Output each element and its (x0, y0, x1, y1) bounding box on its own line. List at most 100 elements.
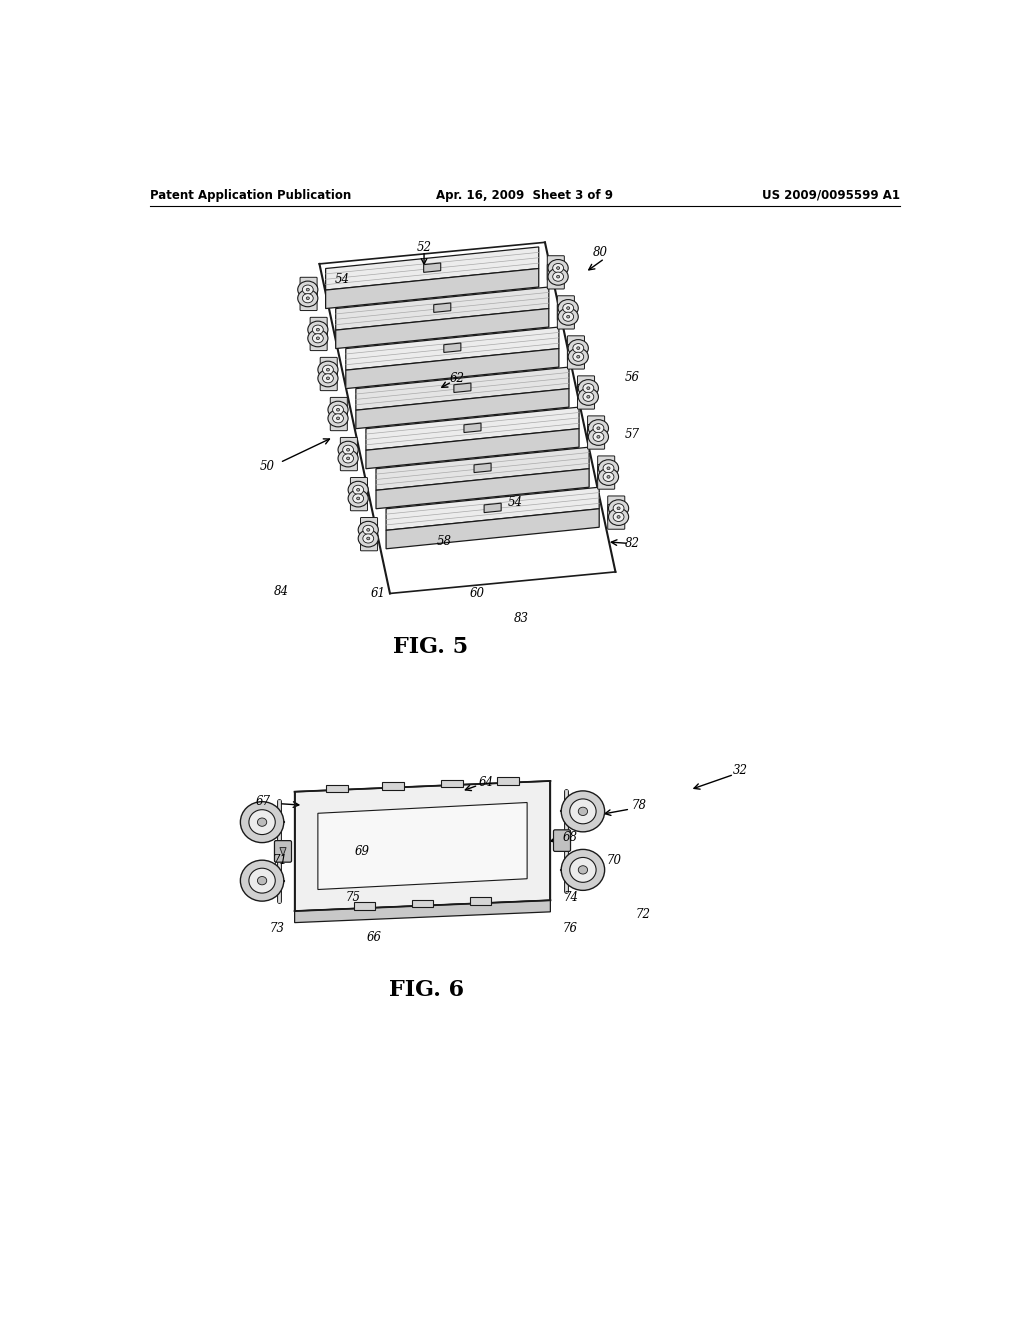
Ellipse shape (603, 473, 614, 482)
Text: 73: 73 (269, 921, 285, 935)
Ellipse shape (298, 289, 317, 306)
FancyBboxPatch shape (340, 446, 357, 471)
Ellipse shape (613, 504, 624, 513)
Ellipse shape (608, 500, 629, 517)
Ellipse shape (358, 529, 378, 546)
Text: US 2009/0095599 A1: US 2009/0095599 A1 (762, 189, 900, 202)
Ellipse shape (597, 436, 600, 438)
Ellipse shape (352, 494, 364, 503)
Polygon shape (454, 383, 471, 392)
Ellipse shape (306, 288, 309, 290)
Text: 57: 57 (625, 428, 640, 441)
Text: 64: 64 (478, 776, 494, 788)
Polygon shape (327, 784, 348, 792)
Ellipse shape (579, 808, 588, 816)
FancyBboxPatch shape (331, 397, 347, 422)
Ellipse shape (257, 818, 266, 826)
Ellipse shape (579, 866, 588, 874)
FancyBboxPatch shape (554, 830, 570, 851)
Ellipse shape (249, 809, 275, 834)
Ellipse shape (348, 490, 369, 507)
Ellipse shape (607, 475, 610, 478)
FancyBboxPatch shape (360, 527, 378, 550)
FancyBboxPatch shape (340, 437, 357, 462)
Text: 61: 61 (371, 587, 386, 601)
Ellipse shape (358, 521, 378, 539)
Ellipse shape (563, 304, 573, 313)
FancyBboxPatch shape (598, 455, 614, 480)
Ellipse shape (312, 325, 324, 334)
Polygon shape (443, 343, 461, 352)
Ellipse shape (598, 469, 618, 486)
Ellipse shape (608, 508, 629, 525)
Ellipse shape (579, 388, 598, 405)
Polygon shape (366, 429, 579, 469)
Ellipse shape (597, 426, 600, 429)
Text: 84: 84 (274, 585, 289, 598)
Polygon shape (326, 247, 539, 290)
FancyBboxPatch shape (598, 465, 614, 490)
Ellipse shape (362, 533, 374, 543)
Polygon shape (356, 388, 569, 429)
FancyBboxPatch shape (350, 486, 368, 511)
Ellipse shape (356, 498, 359, 500)
Polygon shape (336, 286, 549, 330)
FancyBboxPatch shape (547, 256, 564, 280)
Ellipse shape (589, 420, 608, 437)
FancyBboxPatch shape (547, 264, 564, 289)
Polygon shape (434, 304, 451, 313)
Text: 82: 82 (625, 537, 640, 550)
Ellipse shape (316, 337, 319, 339)
Ellipse shape (346, 457, 349, 459)
Ellipse shape (257, 876, 266, 884)
Ellipse shape (333, 405, 343, 414)
Polygon shape (353, 902, 375, 909)
Polygon shape (346, 348, 559, 388)
Ellipse shape (302, 293, 313, 302)
Ellipse shape (589, 428, 608, 445)
Ellipse shape (577, 347, 580, 350)
Text: 72: 72 (636, 908, 651, 921)
Ellipse shape (312, 334, 324, 343)
Ellipse shape (356, 488, 359, 491)
Ellipse shape (316, 329, 319, 331)
Polygon shape (484, 503, 501, 512)
FancyBboxPatch shape (567, 335, 585, 360)
Ellipse shape (617, 507, 621, 510)
FancyBboxPatch shape (578, 384, 595, 409)
Ellipse shape (323, 366, 334, 375)
Text: 62: 62 (450, 372, 465, 385)
Ellipse shape (317, 362, 338, 379)
Text: 70: 70 (606, 854, 622, 867)
Ellipse shape (308, 321, 328, 338)
Ellipse shape (593, 424, 604, 433)
Text: FIG. 6: FIG. 6 (389, 979, 464, 1001)
FancyBboxPatch shape (607, 504, 625, 529)
Text: 71: 71 (272, 854, 288, 867)
Text: Apr. 16, 2009  Sheet 3 of 9: Apr. 16, 2009 Sheet 3 of 9 (436, 189, 613, 202)
Polygon shape (412, 899, 433, 907)
Text: 52: 52 (417, 242, 431, 255)
Ellipse shape (568, 348, 589, 366)
Polygon shape (366, 407, 579, 450)
Text: 78: 78 (632, 799, 647, 812)
Polygon shape (386, 508, 599, 549)
Ellipse shape (548, 268, 568, 285)
Ellipse shape (563, 312, 573, 321)
Ellipse shape (241, 861, 284, 902)
Ellipse shape (338, 450, 358, 467)
Ellipse shape (327, 378, 330, 380)
Ellipse shape (572, 352, 584, 362)
Polygon shape (497, 777, 518, 785)
Polygon shape (441, 780, 463, 788)
FancyBboxPatch shape (331, 407, 347, 430)
Text: 69: 69 (354, 845, 370, 858)
Ellipse shape (583, 384, 594, 393)
Text: 66: 66 (367, 931, 382, 944)
Ellipse shape (577, 355, 580, 358)
FancyBboxPatch shape (321, 366, 337, 391)
Ellipse shape (333, 413, 343, 422)
Text: 68: 68 (562, 832, 578, 843)
Text: 67: 67 (256, 795, 271, 808)
Polygon shape (464, 424, 481, 433)
